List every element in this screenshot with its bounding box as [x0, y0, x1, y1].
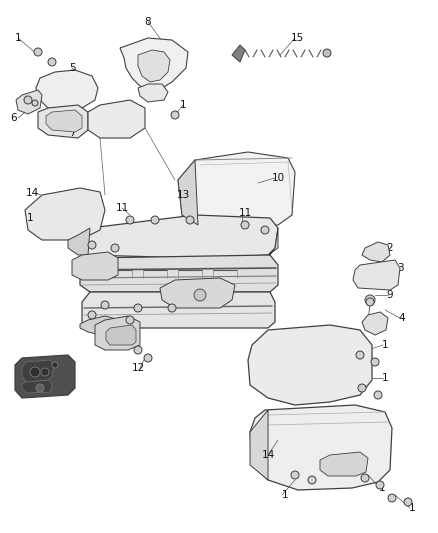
- Text: 1: 1: [381, 340, 389, 350]
- Circle shape: [361, 474, 369, 482]
- Text: 5: 5: [69, 63, 75, 73]
- Polygon shape: [362, 242, 390, 262]
- Circle shape: [88, 241, 96, 249]
- Circle shape: [126, 316, 134, 324]
- Circle shape: [32, 100, 38, 106]
- Polygon shape: [95, 316, 140, 350]
- Text: 3: 3: [397, 263, 403, 273]
- Text: 7: 7: [69, 128, 75, 138]
- Text: 8: 8: [145, 17, 151, 27]
- Polygon shape: [138, 84, 168, 102]
- Circle shape: [48, 58, 56, 66]
- Text: 1: 1: [409, 503, 415, 513]
- Polygon shape: [138, 50, 170, 82]
- Text: 6: 6: [11, 113, 18, 123]
- Polygon shape: [78, 215, 278, 258]
- Circle shape: [168, 304, 176, 312]
- Circle shape: [134, 304, 142, 312]
- Text: 11: 11: [113, 325, 127, 335]
- Text: 11: 11: [115, 203, 129, 213]
- Text: 14: 14: [25, 188, 39, 198]
- Circle shape: [365, 295, 375, 305]
- Text: 9: 9: [387, 290, 393, 300]
- Text: 1: 1: [180, 100, 186, 110]
- Circle shape: [291, 471, 299, 479]
- Circle shape: [101, 301, 109, 309]
- Text: 1: 1: [15, 33, 21, 43]
- Polygon shape: [178, 160, 198, 225]
- Polygon shape: [82, 292, 275, 328]
- Circle shape: [241, 221, 249, 229]
- Polygon shape: [36, 70, 98, 112]
- Polygon shape: [72, 252, 118, 280]
- Circle shape: [30, 367, 40, 377]
- Text: 13: 13: [177, 190, 190, 200]
- Polygon shape: [80, 316, 120, 336]
- Text: 11: 11: [238, 208, 251, 218]
- Circle shape: [388, 494, 396, 502]
- Polygon shape: [25, 188, 105, 240]
- Circle shape: [261, 226, 269, 234]
- Polygon shape: [362, 312, 388, 335]
- Circle shape: [366, 298, 374, 306]
- Polygon shape: [106, 325, 136, 345]
- Polygon shape: [38, 105, 88, 138]
- Text: 2: 2: [387, 243, 393, 253]
- Circle shape: [194, 289, 206, 301]
- Circle shape: [371, 358, 379, 366]
- Circle shape: [34, 48, 42, 56]
- Circle shape: [323, 49, 331, 57]
- Circle shape: [111, 244, 119, 252]
- Text: 16: 16: [32, 365, 45, 375]
- Text: 1: 1: [381, 373, 389, 383]
- Text: 17: 17: [219, 285, 232, 295]
- Polygon shape: [178, 152, 295, 230]
- Polygon shape: [268, 228, 278, 255]
- Circle shape: [374, 391, 382, 399]
- Polygon shape: [120, 38, 188, 90]
- Polygon shape: [46, 110, 82, 132]
- Polygon shape: [250, 405, 392, 490]
- Polygon shape: [68, 228, 90, 255]
- Circle shape: [356, 351, 364, 359]
- Circle shape: [144, 354, 152, 362]
- Text: 12: 12: [131, 363, 145, 373]
- Text: 1: 1: [27, 213, 33, 223]
- Polygon shape: [22, 380, 52, 393]
- Circle shape: [41, 368, 49, 376]
- Polygon shape: [16, 90, 42, 114]
- Circle shape: [134, 346, 142, 354]
- Polygon shape: [232, 45, 245, 62]
- Text: 14: 14: [261, 450, 275, 460]
- Circle shape: [52, 362, 58, 368]
- Text: 15: 15: [290, 33, 304, 43]
- Text: 10: 10: [272, 173, 285, 183]
- Polygon shape: [15, 355, 75, 398]
- Circle shape: [36, 384, 44, 392]
- Circle shape: [376, 481, 384, 489]
- Polygon shape: [353, 260, 400, 290]
- Text: 4: 4: [399, 313, 405, 323]
- Polygon shape: [250, 410, 268, 480]
- Polygon shape: [248, 325, 372, 405]
- Circle shape: [186, 216, 194, 224]
- Circle shape: [24, 96, 32, 104]
- Polygon shape: [320, 452, 368, 476]
- Circle shape: [171, 111, 179, 119]
- Polygon shape: [22, 360, 54, 382]
- Circle shape: [358, 384, 366, 392]
- Circle shape: [151, 216, 159, 224]
- Text: 1: 1: [379, 483, 385, 493]
- Text: 1: 1: [282, 490, 288, 500]
- Circle shape: [308, 476, 316, 484]
- Polygon shape: [88, 100, 145, 138]
- Polygon shape: [80, 255, 278, 292]
- Polygon shape: [160, 278, 235, 308]
- Circle shape: [126, 216, 134, 224]
- Circle shape: [404, 498, 412, 506]
- Circle shape: [88, 311, 96, 319]
